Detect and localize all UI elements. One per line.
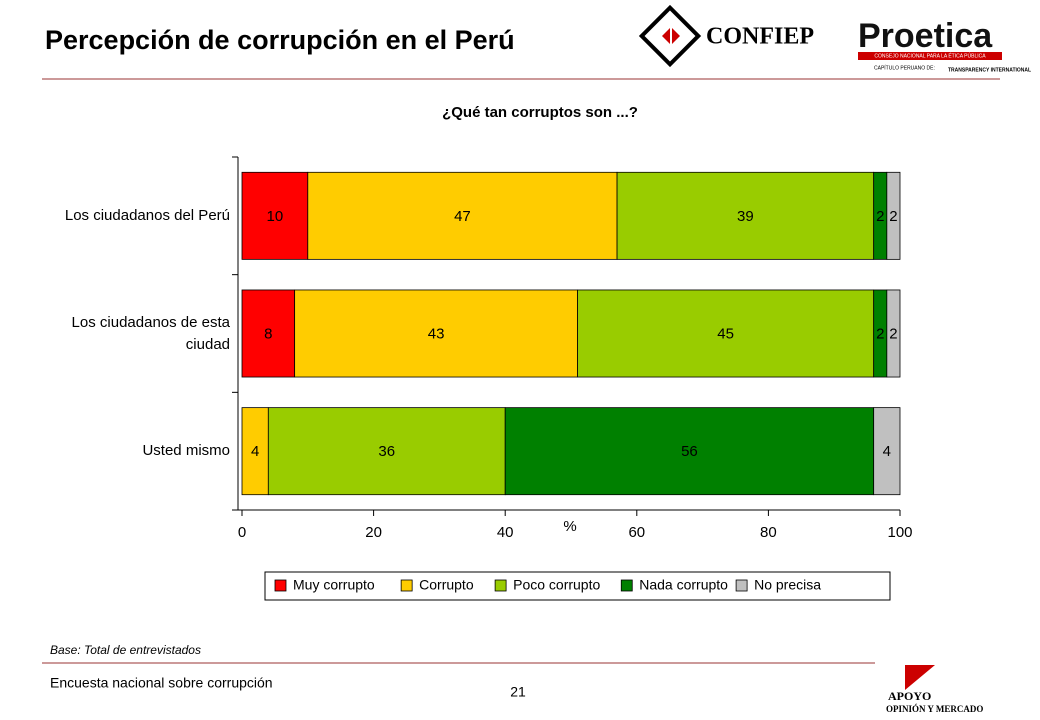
legend-swatch (274, 579, 287, 592)
logo-shape (662, 28, 670, 44)
proetica-chapter: CAPÍTULO PERUANO DE: (874, 64, 935, 71)
logo-shape (638, 4, 702, 68)
apoyo-logo: APOYO OPINIÓN Y MERCADO (886, 665, 983, 714)
legend-swatch (494, 579, 507, 592)
proetica-text: Proetica (858, 17, 993, 55)
bar-segment (267, 407, 506, 496)
value-label: 36 (378, 443, 395, 460)
x-axis-label: % (563, 518, 576, 535)
logo-shape (672, 28, 680, 44)
value-label: 45 (717, 325, 734, 342)
logo-band (858, 52, 1002, 60)
legend-label: Poco corrupto (513, 577, 600, 593)
survey-name: Encuesta nacional sobre corrupción (50, 675, 273, 691)
proetica-sub: CONSEJO NACIONAL PARA LA ÉTICA PÚBLICA (874, 52, 986, 59)
value-label: 2 (889, 208, 897, 225)
value-label: 2 (889, 325, 897, 342)
bar-segment (241, 407, 269, 496)
apoyo-text: APOYO (888, 689, 931, 703)
legend-swatch (735, 579, 748, 592)
value-label: 2 (876, 208, 884, 225)
slide-title: Percepción de corrupción en el Perú (45, 25, 515, 55)
bar-segment (873, 407, 901, 496)
confiep-logo: CONFIEP (638, 4, 814, 68)
value-label: 56 (681, 443, 698, 460)
bar-segment (241, 171, 309, 260)
category-label: Usted mismo (142, 442, 230, 460)
legend-swatch (620, 579, 633, 592)
page-number: 21 (510, 684, 526, 700)
category-label: Los ciudadanos del Perú (64, 206, 230, 224)
x-tick-label: 40 (497, 524, 514, 541)
proetica-logo: Proetica CONSEJO NACIONAL PARA LA ÉTICA … (858, 17, 1031, 73)
value-label: 4 (251, 443, 259, 460)
chart-title: ¿Qué tan corruptos son ...? (442, 104, 638, 121)
bar-segment (294, 289, 578, 378)
legend-box (264, 571, 891, 601)
legend-label: Nada corrupto (639, 577, 728, 593)
apoyo-sub: OPINIÓN Y MERCADO (886, 704, 983, 714)
value-label: 10 (267, 208, 284, 225)
x-tick-label: 100 (887, 524, 912, 541)
base-note: Base: Total de entrevistados (50, 643, 201, 657)
x-tick-label: 0 (238, 524, 246, 541)
value-label: 4 (883, 443, 891, 460)
bar-segment (616, 171, 875, 260)
legend-label: No precisa (754, 577, 821, 593)
value-label: 39 (737, 208, 754, 225)
bar-segment (241, 289, 296, 378)
logo-shape (905, 665, 935, 690)
value-label: 47 (454, 208, 471, 225)
x-tick-label: 80 (760, 524, 777, 541)
x-tick-label: 20 (365, 524, 382, 541)
value-label: 8 (264, 325, 272, 342)
bar-segment (886, 171, 901, 260)
bar-segment (307, 171, 618, 260)
legend-label: Muy corrupto (293, 577, 375, 593)
bar-segment (504, 407, 875, 496)
bar-segment (886, 289, 901, 378)
category-label: Los ciudadanos de esta ciudad (71, 313, 230, 353)
transparency: TRANSPARENCY INTERNATIONAL (948, 67, 1031, 73)
value-label: 43 (428, 325, 445, 342)
confiep-text: CONFIEP (706, 24, 814, 50)
legend-swatch (400, 579, 413, 592)
x-tick-label: 60 (628, 524, 645, 541)
legend-label: Corrupto (419, 577, 474, 593)
value-label: 2 (876, 325, 884, 342)
